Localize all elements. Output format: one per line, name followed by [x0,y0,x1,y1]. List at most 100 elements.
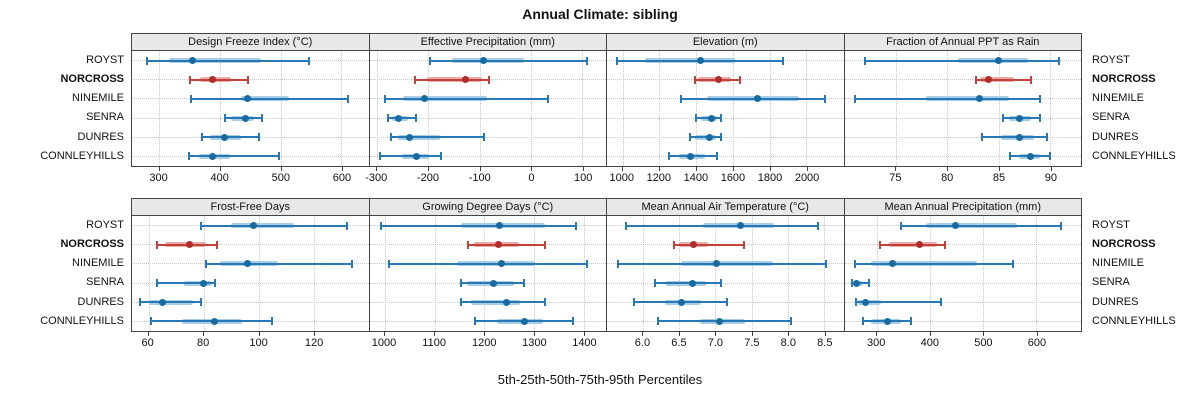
axis-tick [999,167,1001,171]
range-whisker [415,78,490,81]
gridline-vertical [377,51,379,166]
gridline-vertical [679,216,681,331]
panel-strip-title: Elevation (m) [606,33,845,51]
gridline-vertical [484,216,486,331]
whisker-cap-right [439,152,442,161]
axis-tick [584,332,586,336]
gridline-horizontal [132,282,369,284]
whisker-cap-left [189,75,192,84]
whisker-cap-left [667,152,670,161]
axis-tick-label: -300 [365,172,388,184]
whisker-cap-right [738,75,741,84]
whisker-cap-left [379,221,382,230]
range-whisker [388,117,416,120]
whisker-cap-right [246,75,249,84]
median-dot [714,76,722,84]
station-label: SENRA [86,111,124,124]
median-dot [884,317,892,325]
station-label: NINEMILE [72,257,124,270]
gridline-vertical [159,51,161,166]
axis-tick [147,332,149,336]
panel-growing-degree-days: Growing Degree Days (°C) 1000 1100 1200 1300… [368,198,607,357]
axis-tick-label: 100 [574,172,593,184]
axis-tick [824,332,826,336]
percentiles-caption: 5th-25th-50th-75th-95th Percentiles [497,372,703,387]
axis-tick-label: 0 [528,172,535,184]
axis-tick [258,332,260,336]
whisker-cap-left [695,114,698,123]
whisker-cap-right [1029,75,1032,84]
gridline-horizontal [607,117,844,119]
axis-tick-label: 500 [271,172,290,184]
station-label: ROYST [86,219,124,231]
whisker-cap-left [656,317,659,326]
whisker-cap-right [817,221,820,230]
whisker-cap-right [308,56,311,65]
axis-tick [895,167,897,171]
whisker-cap-right [547,94,550,103]
gridline-vertical [1050,51,1052,166]
station-label: DUNRES [1092,130,1139,143]
range-whisker [880,243,946,246]
axis-tick-label: 1000 [609,172,634,184]
axis-tick-label: -200 [416,172,439,184]
panel-plot-area [606,51,845,167]
whisker-cap-left [155,279,158,288]
whisker-cap-right [543,298,546,307]
panel-row-1: ROYST NORCROSS NINEMILE SENRA DUNRES CONNLEYH… [0,33,1200,192]
median-dot [861,298,869,306]
gridline-vertical [930,216,932,331]
panel-strip-title: Effective Precipitation (mm) [368,33,607,51]
median-dot [420,95,428,103]
whisker-cap-right [719,133,722,142]
whisker-cap-left [155,240,158,249]
median-dot [915,241,923,249]
whisker-cap-right [1011,259,1014,268]
axis-tick-label: 2000 [794,172,820,184]
whisker-cap-left [150,317,153,326]
whisker-cap-right [726,298,729,307]
panel-plot-area [368,51,607,167]
gridline-horizontal [369,117,606,119]
whisker-cap-right [1038,114,1041,123]
axis-tick-label: 6.5 [671,337,687,349]
range-whisker [865,59,1060,62]
whisker-cap-right [213,279,216,288]
whisker-cap-right [743,240,746,249]
median-dot [687,152,695,160]
median-dot [241,114,249,122]
station-label: SENRA [1092,111,1130,124]
whisker-cap-right [720,279,723,288]
median-dot [221,133,229,141]
axis-tick-label: 100 [249,337,268,349]
whisker-cap-left [862,317,865,326]
whisker-cap-left [616,259,619,268]
range-whisker [385,97,549,100]
whisker-cap-right [277,152,280,161]
gridline-vertical [732,51,734,166]
gridline-vertical [434,216,436,331]
whisker-cap-right [488,75,491,84]
panel-strip-2: Frost-Free Days 60 80 100 120 Growing Degree … [131,198,1085,357]
range-whisker [156,282,215,285]
whisker-cap-left [200,133,203,142]
whisker-cap-left [414,75,417,84]
range-whisker [851,282,870,285]
range-whisker [388,262,588,265]
median-dot [244,95,252,103]
station-label: ROYST [86,54,124,66]
panel-fraction-of-annual-ppt-as-rain: Fraction of Annual PPT as Rain 75 80 85 90 [843,33,1083,192]
whisker-cap-left [850,279,853,288]
whisker-cap-left [688,133,691,142]
whisker-cap-left [387,259,390,268]
gridline-vertical [895,51,897,166]
median-dot [1015,133,1023,141]
panel-x-axis: 60 80 100 120 [131,332,370,356]
panel-x-axis: 75 80 85 90 [844,167,1083,191]
station-label: ROYST [1092,219,1130,231]
gridline-vertical [582,51,584,166]
gridline-vertical [876,216,878,331]
whisker-cap-right [1060,221,1063,230]
axis-tick [807,167,809,171]
whisker-cap-right [543,240,546,249]
